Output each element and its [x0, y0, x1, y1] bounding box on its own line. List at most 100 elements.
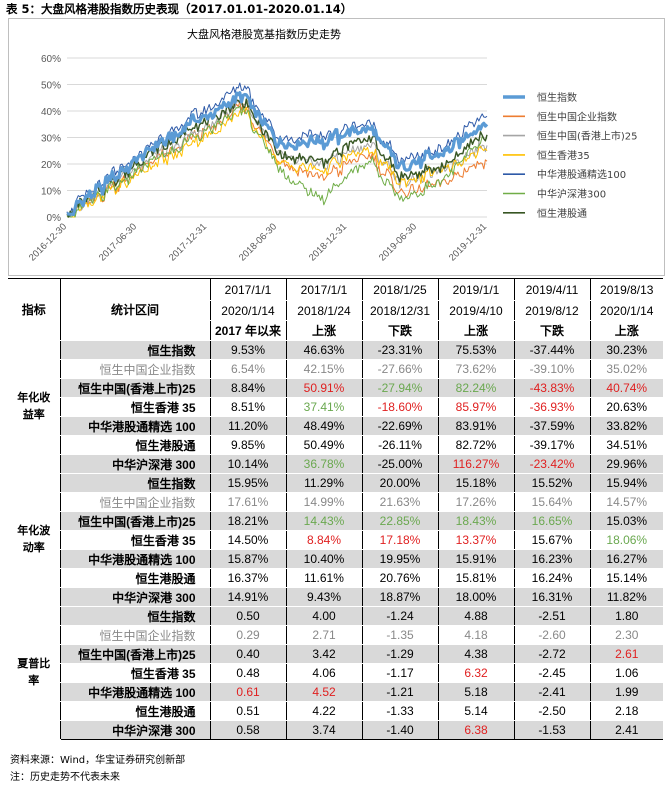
- value-cell: -27.94%: [361, 378, 438, 398]
- header-index: 指标: [8, 278, 60, 341]
- value-cell: 2.41: [589, 720, 663, 740]
- value-cell: 17.18%: [361, 530, 438, 550]
- value-cell: 18.87%: [361, 587, 438, 607]
- value-cell: 3.42: [285, 644, 362, 664]
- value-cell: 20.76%: [361, 568, 438, 588]
- table-row: 中华沪深港 300 10.14% 36.78% -25.00% 116.27% -23.4…: [8, 454, 663, 474]
- y-tick-label: 30%: [41, 134, 61, 145]
- period-end: 2018/1/24: [285, 300, 362, 321]
- value-cell: -2.45: [513, 663, 590, 683]
- period-end: 2019/8/12: [513, 300, 590, 321]
- value-cell: 82.72%: [437, 435, 514, 455]
- value-cell: 48.49%: [285, 416, 362, 436]
- value-cell: 2.61: [589, 644, 663, 664]
- period-type: 下跌: [513, 320, 590, 341]
- y-tick-label: 60%: [41, 54, 61, 65]
- value-cell: 8.51%: [209, 397, 286, 417]
- index-name: 恒生中国企业指数: [59, 625, 210, 645]
- period-start: 2017/1/1: [285, 278, 362, 301]
- value-cell: 8.84%: [285, 530, 362, 550]
- value-cell: 18.21%: [209, 511, 286, 531]
- legend-label: 恒生香港35: [537, 149, 590, 162]
- legend-label: 恒生中国企业指数: [537, 110, 617, 123]
- y-tick-label: 50%: [41, 81, 61, 92]
- value-cell: 30.23%: [589, 340, 663, 360]
- value-cell: -2.72: [513, 644, 590, 664]
- y-tick-label: 0%: [47, 213, 62, 224]
- value-cell: 16.24%: [513, 568, 590, 588]
- value-cell: 16.37%: [209, 568, 286, 588]
- table-row: 恒生中国(香港上市)25 18.21% 14.43% 22.85% 18.43% 16.6…: [8, 511, 663, 531]
- value-cell: 16.65%: [513, 511, 590, 531]
- value-cell: 0.29: [209, 625, 286, 645]
- value-cell: 50.49%: [285, 435, 362, 455]
- period-start: 2019/1/1: [437, 278, 514, 301]
- value-cell: 3.74: [285, 720, 362, 740]
- value-cell: 15.67%: [513, 530, 590, 550]
- table-row: 恒生中国企业指数 0.29 2.71 -1.35 4.18 -2.60 2.30: [8, 625, 663, 645]
- x-tick-label: 2019-12-31: [447, 221, 489, 263]
- footnotes: 资料来源：Wind，华宝证券研究创新部 注：历史走势不代表未来: [10, 752, 185, 786]
- table-row: 中华港股通精选 100 15.87% 10.40% 19.95% 15.91% 16.23…: [8, 549, 663, 569]
- value-cell: 0.61: [209, 682, 286, 702]
- value-cell: 20.63%: [589, 397, 663, 417]
- value-cell: -2.50: [513, 701, 590, 721]
- value-cell: -2.51: [513, 606, 590, 626]
- legend-label: 恒生中国(香港上市)25: [537, 130, 638, 143]
- value-cell: 36.78%: [285, 454, 362, 474]
- table-row: 恒生中国(香港上市)25 0.40 3.42 -1.29 4.38 -2.72 2.61: [8, 644, 663, 664]
- value-cell: -1.17: [361, 663, 438, 683]
- value-cell: 1.06: [589, 663, 663, 683]
- value-cell: 4.00: [285, 606, 362, 626]
- value-cell: 10.40%: [285, 549, 362, 569]
- value-cell: 0.58: [209, 720, 286, 740]
- value-cell: 18.43%: [437, 511, 514, 531]
- series-line: [66, 105, 488, 218]
- value-cell: 14.43%: [285, 511, 362, 531]
- value-cell: -39.10%: [513, 359, 590, 379]
- value-cell: 11.20%: [209, 416, 286, 436]
- value-cell: -37.59%: [513, 416, 590, 436]
- index-name: 中华港股通精选 100: [59, 549, 210, 569]
- value-cell: 10.14%: [209, 454, 286, 474]
- y-tick-label: 10%: [41, 187, 61, 198]
- series-line: [66, 82, 488, 218]
- value-cell: 37.41%: [285, 397, 362, 417]
- value-cell: -1.24: [361, 606, 438, 626]
- value-cell: 1.99: [589, 682, 663, 702]
- value-cell: 6.38: [437, 720, 514, 740]
- value-cell: 11.29%: [285, 473, 362, 493]
- value-cell: -2.41: [513, 682, 590, 702]
- index-name: 恒生港股通: [59, 435, 210, 455]
- table-row: 中华港股通精选 100 11.20% 48.49% -22.69% 83.91% -37.…: [8, 416, 663, 436]
- index-name: 恒生港股通: [59, 701, 210, 721]
- value-cell: 15.64%: [513, 492, 590, 512]
- value-cell: 116.27%: [437, 454, 514, 474]
- value-cell: -27.66%: [361, 359, 438, 379]
- index-name: 恒生中国(香港上市)25: [59, 511, 210, 531]
- legend-label: 中华港股通精选100: [537, 168, 626, 181]
- value-cell: 14.57%: [589, 492, 663, 512]
- performance-table: 指标 统计区间 2017/1/1 2017/1/1 2018/1/25 2019/1/1 2…: [8, 278, 663, 740]
- value-cell: 5.18: [437, 682, 514, 702]
- value-cell: 2.30: [589, 625, 663, 645]
- value-cell: 0.51: [209, 701, 286, 721]
- disclaimer-note: 注：历史走势不代表未来: [10, 772, 120, 783]
- value-cell: -1.21: [361, 682, 438, 702]
- value-cell: 16.31%: [513, 587, 590, 607]
- source-note: 资料来源：Wind，华宝证券研究创新部: [10, 755, 186, 766]
- legend-label: 中华沪深港300: [537, 188, 606, 201]
- value-cell: 85.97%: [437, 397, 514, 417]
- value-cell: 17.61%: [209, 492, 286, 512]
- value-cell: -23.31%: [361, 340, 438, 360]
- index-name: 恒生指数: [59, 473, 210, 493]
- chart-title: 大盘风格港股宽基指数历史走势: [187, 27, 341, 41]
- value-cell: 4.18: [437, 625, 514, 645]
- value-cell: 9.53%: [209, 340, 286, 360]
- value-cell: 8.84%: [209, 378, 286, 398]
- period-start: 2019/8/13: [589, 278, 663, 301]
- value-cell: 40.74%: [589, 378, 663, 398]
- header-period: 统计区间: [59, 278, 210, 341]
- x-tick-label: 2017-06-30: [97, 221, 139, 263]
- value-cell: 4.06: [285, 663, 362, 683]
